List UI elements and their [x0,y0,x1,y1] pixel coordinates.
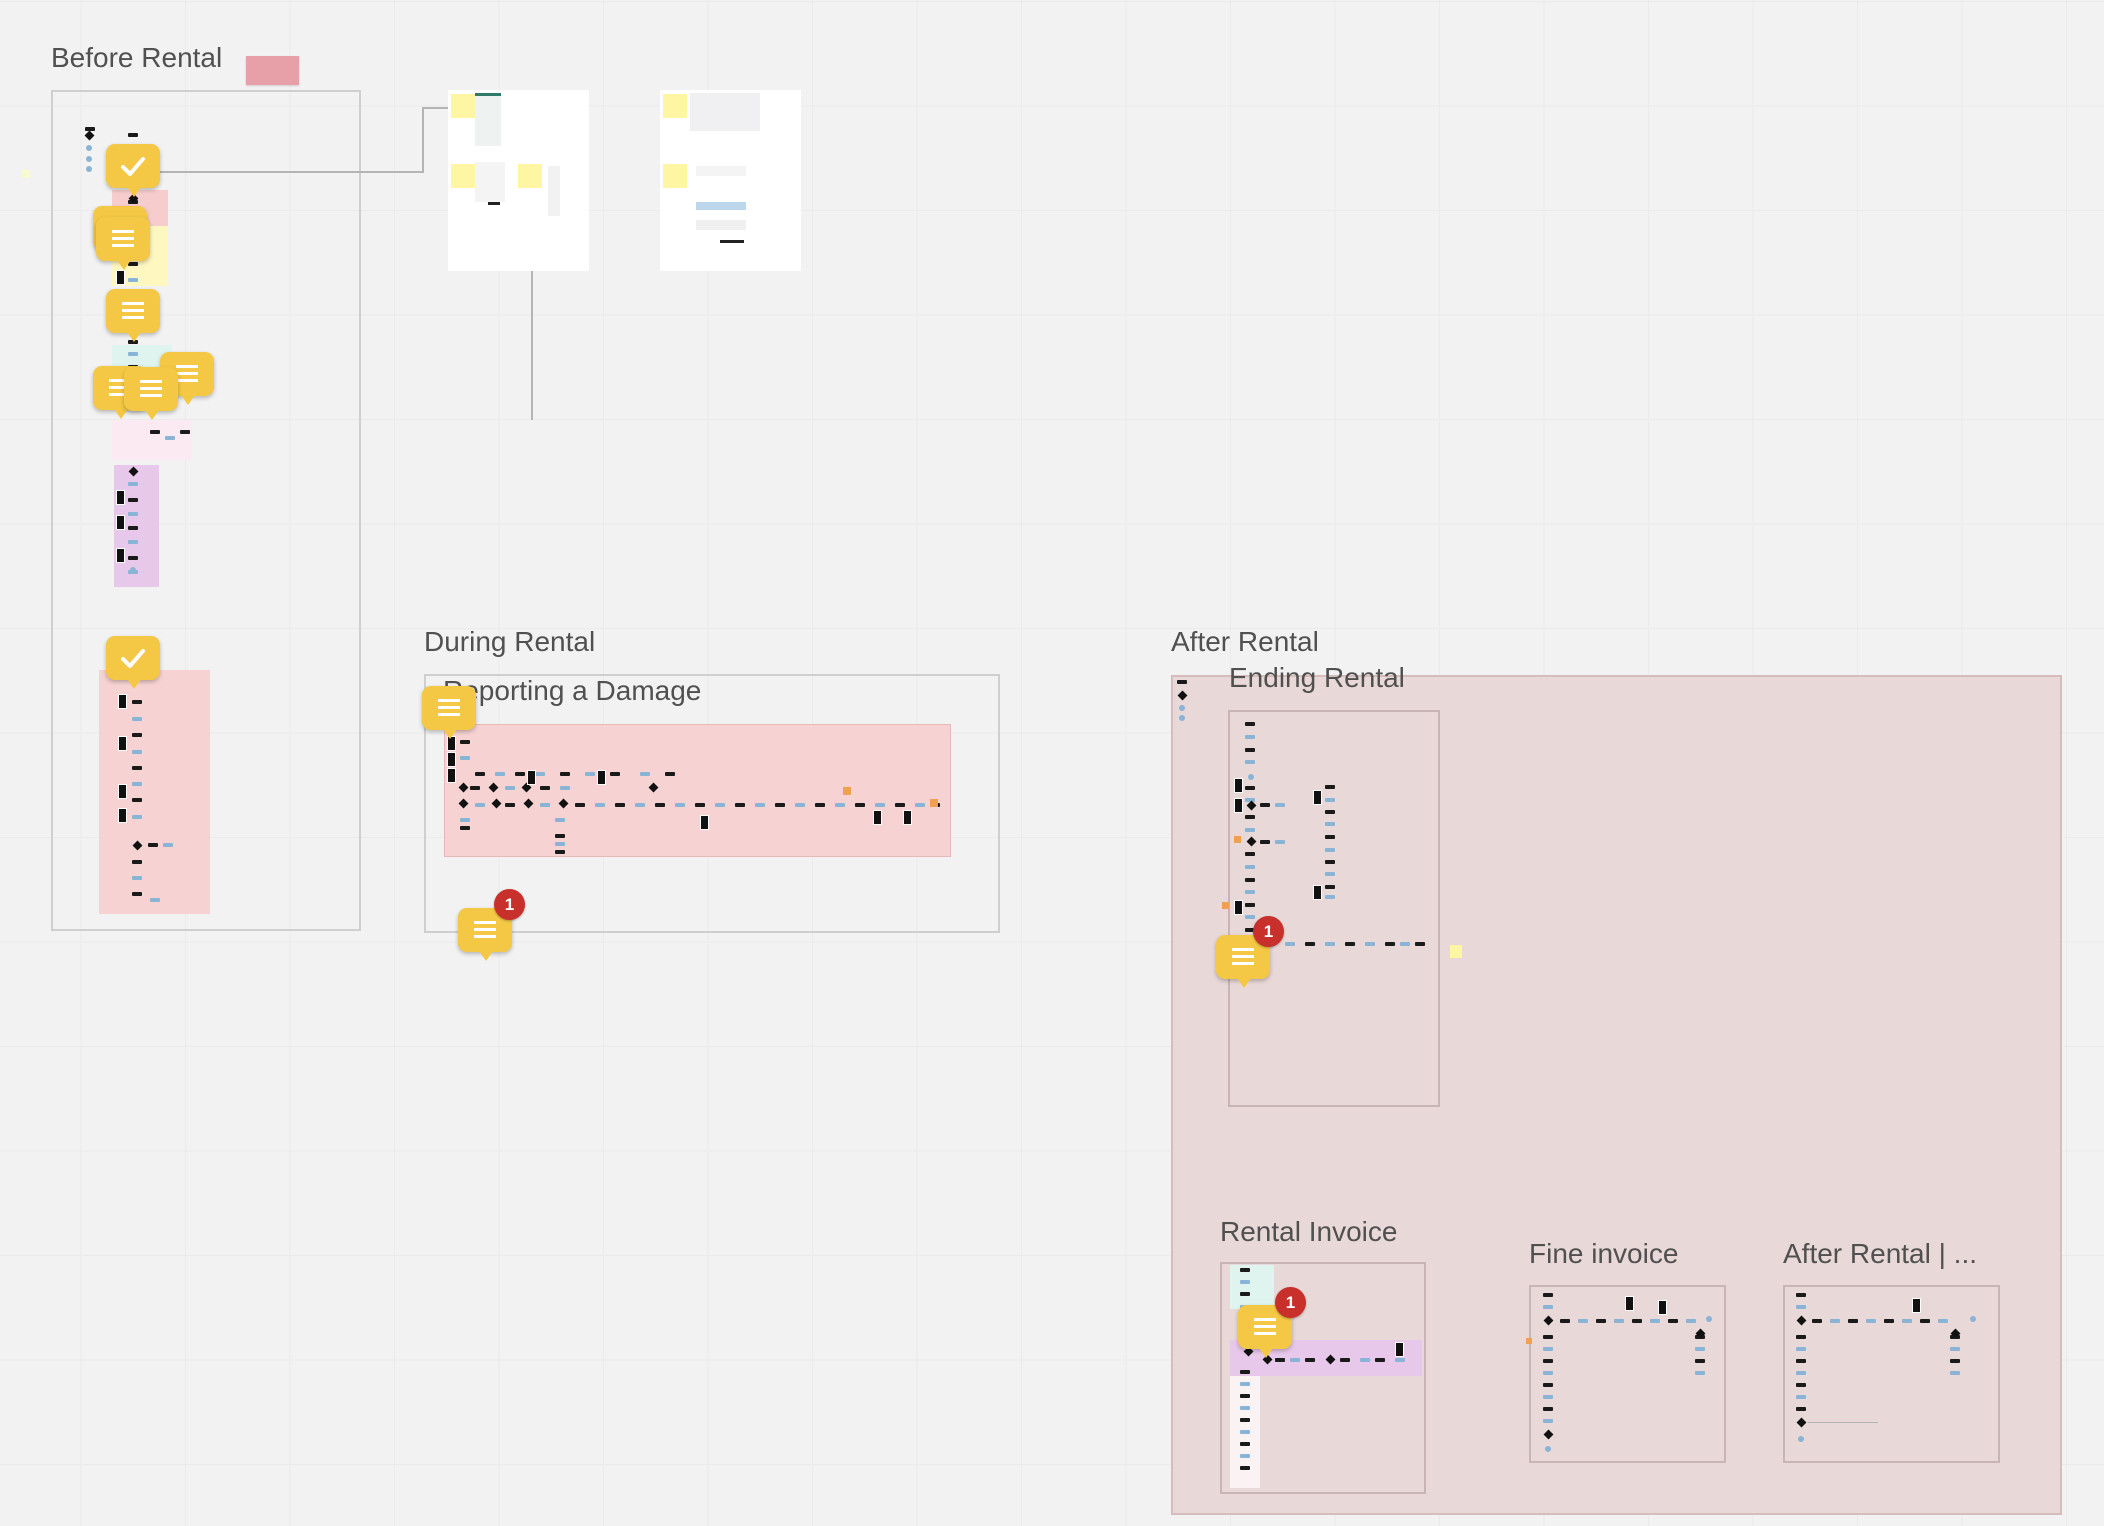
connector-line [422,107,424,173]
before-pink-band [99,670,210,914]
comment-bubble-icon [140,380,162,397]
during-rental-title: During Rental [424,626,596,657]
ending-rental-title: Ending Rental [1229,662,1405,693]
resolved-check-icon [121,157,145,176]
comment-count-badge[interactable]: 1 [494,889,525,920]
mockup-board-1[interactable] [448,90,589,271]
comment-bubble-icon [176,365,198,382]
comment-bubble[interactable] [106,289,160,342]
during-rental-frame[interactable] [424,674,1000,933]
before-pinkish-block [112,420,192,460]
rental-invoice-frame[interactable] [1220,1262,1426,1494]
resolved-comment-bubble[interactable] [106,144,160,197]
after-rental-title: After Rental [1171,626,1319,657]
connector-line [422,107,450,109]
comment-bubble-icon [122,302,144,319]
invoice-mint-block [1230,1265,1274,1309]
fine-invoice-title: Fine invoice [1529,1238,1679,1269]
before-rental-frame[interactable] [51,90,361,931]
after-rental-more-frame[interactable] [1783,1285,2000,1463]
comment-bubble-icon [109,379,131,396]
pink-sticky-note[interactable] [246,56,299,85]
tiny-sticky [22,170,30,178]
comment-bubble[interactable] [124,367,178,420]
comment-bubble[interactable] [96,217,150,270]
reporting-damage-band[interactable] [444,724,951,857]
fine-invoice-frame[interactable] [1529,1285,1726,1463]
comment-bubble-icon [112,230,134,247]
comment-count-badge[interactable]: 1 [1275,1287,1306,1318]
comment-bubble[interactable] [1238,1305,1292,1358]
connector-line [158,171,422,173]
comment-bubble-icon [474,921,496,938]
connector-line [531,196,533,420]
comment-bubble-icon [1232,948,1254,965]
after-rental-more-title: After Rental | ... [1783,1238,1978,1269]
comment-bubble-icon [438,699,460,716]
ending-rental-frame[interactable] [1228,710,1440,1107]
resolved-comment-bubble[interactable] [106,636,160,689]
before-rental-title: Before Rental [51,42,223,73]
comment-count-badge[interactable]: 1 [1253,916,1284,947]
comment-bubble[interactable] [422,686,476,739]
reporting-damage-title: Reporting a Damage [443,675,702,706]
mockup-board-2[interactable] [660,90,801,271]
resolved-check-icon [121,649,145,668]
rental-invoice-title: Rental Invoice [1220,1216,1398,1247]
comment-bubble-icon [1254,1318,1276,1335]
